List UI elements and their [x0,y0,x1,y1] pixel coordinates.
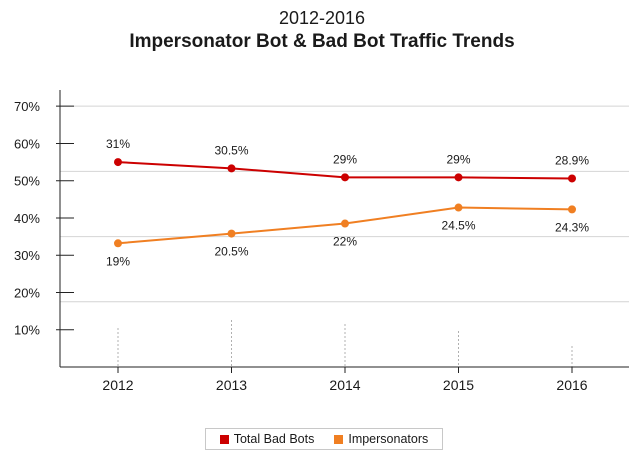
legend-swatch-impersonators [334,434,344,444]
data-label: 24.5% [441,219,475,233]
data-label: 28.9% [555,153,589,167]
data-point [227,229,236,238]
data-point [454,173,463,182]
legend-label-total-bad-bots: Total Bad Bots [233,432,315,446]
data-label: 29% [446,152,470,166]
y-tick-label: 40% [14,211,40,226]
legend-item-total-bad-bots[interactable]: Total Bad Bots [219,432,315,446]
data-label: 22% [333,235,357,249]
data-label: 30.5% [214,143,248,157]
chart-title: Impersonator Bot & Bad Bot Traffic Trend… [129,31,515,52]
data-point [114,158,122,167]
data-label: 20.5% [214,245,248,259]
data-point [454,203,463,212]
data-point [341,219,349,228]
data-label: 19% [106,254,130,268]
y-tick-label: 20% [14,285,40,300]
legend-label-impersonators: Impersonators [348,432,429,446]
y-tick-label: 30% [14,248,40,263]
data-point [114,239,122,248]
chart-subtitle: 2012-2016 [278,8,366,28]
chart-legend: Total Bad Bots Impersonators [205,428,443,450]
x-tick-label: 2014 [329,377,360,393]
y-tick-label: 50% [14,174,40,189]
x-tick-label: 2012 [102,377,133,393]
data-label: 31% [106,137,130,151]
data-point [227,164,236,173]
data-label: 29% [333,152,357,166]
data-label: 24.3% [555,220,589,234]
data-point [568,205,576,214]
legend-item-impersonators[interactable]: Impersonators [334,432,428,446]
legend-swatch-total-bad-bots [219,434,229,444]
y-tick-label: 60% [14,136,40,151]
data-point [568,174,576,183]
x-tick-label: 2016 [556,377,587,393]
x-tick-label: 2013 [216,377,247,393]
y-tick-label: 10% [14,323,40,338]
x-tick-label: 2015 [443,377,474,393]
y-tick-label: 70% [14,99,40,114]
data-point [341,173,349,182]
